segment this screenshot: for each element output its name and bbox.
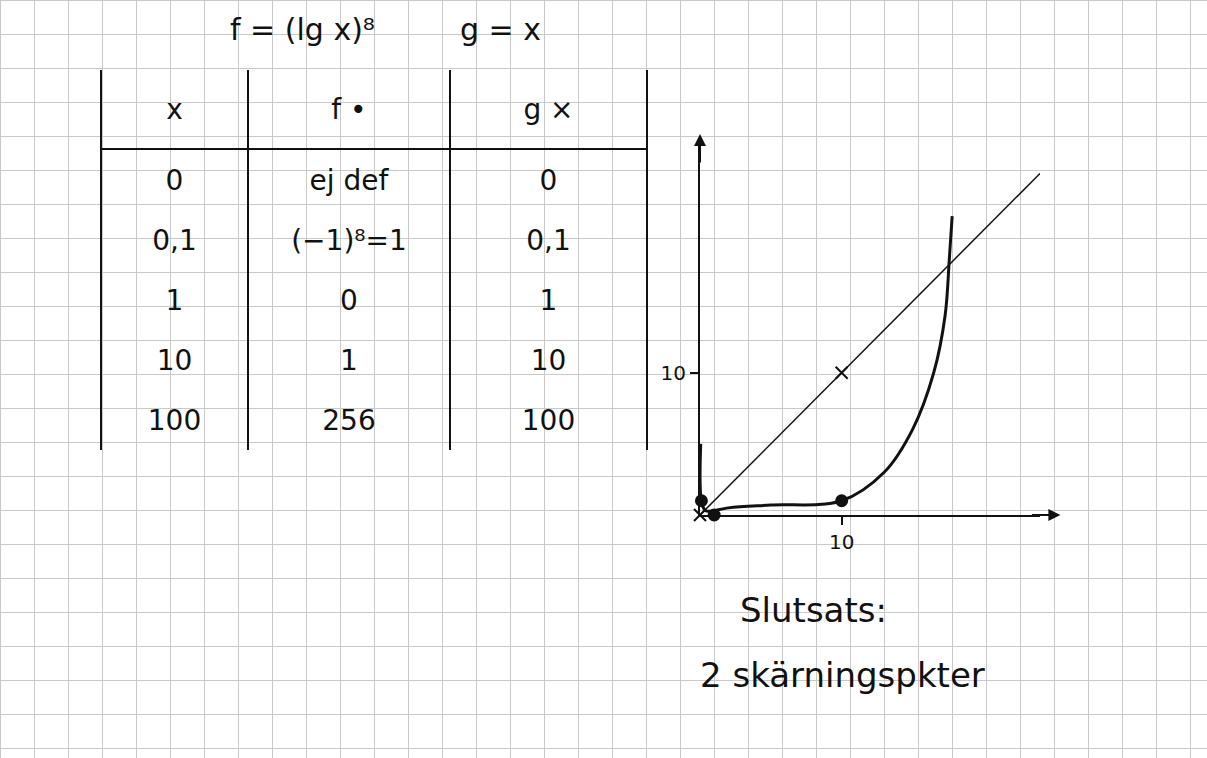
html-text:256: 256 bbox=[322, 403, 376, 437]
html-text:g ×: g × bbox=[523, 92, 574, 126]
html-text:10: 10 bbox=[530, 343, 567, 377]
html-text:1: 1 bbox=[340, 343, 358, 377]
html-text:1: 1 bbox=[165, 283, 184, 317]
html-text:10: 10 bbox=[156, 343, 193, 377]
html-text:0,1: 0,1 bbox=[526, 223, 571, 257]
html-text:(−1)⁸=1: (−1)⁸=1 bbox=[291, 223, 407, 257]
html-text:1: 1 bbox=[539, 283, 558, 317]
html-text:100: 100 bbox=[147, 403, 202, 437]
html-text:x: x bbox=[166, 92, 183, 126]
html-text:f •: f • bbox=[331, 92, 367, 126]
html-text:100: 100 bbox=[521, 403, 576, 437]
html-text:0: 0 bbox=[340, 283, 358, 317]
svg-text:10: 10 bbox=[829, 530, 854, 554]
svg-text:10: 10 bbox=[661, 361, 686, 385]
html-text:f = (lg x)⁸: f = (lg x)⁸ bbox=[230, 12, 375, 47]
html-text:0: 0 bbox=[165, 163, 184, 197]
html-text:ej def: ej def bbox=[309, 163, 389, 197]
html-text:0,1: 0,1 bbox=[152, 223, 197, 257]
html-text:Slutsats:: Slutsats: bbox=[740, 590, 887, 630]
html-text:2 skärningspkter: 2 skärningspkter bbox=[700, 655, 985, 695]
html-text:g = x: g = x bbox=[460, 12, 541, 47]
html-text:0: 0 bbox=[539, 163, 558, 197]
